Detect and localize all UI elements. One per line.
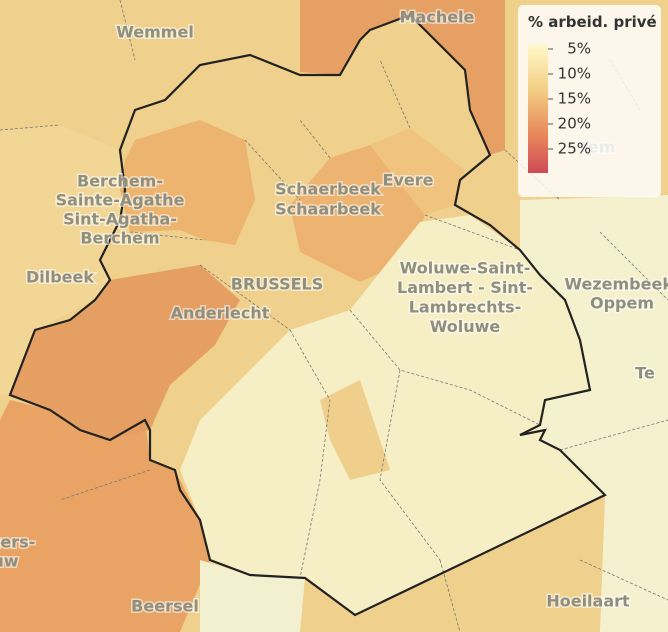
place-label: Dilbeek <box>26 268 94 287</box>
region <box>290 145 425 282</box>
place-label: Sainte-Agathe <box>56 191 185 210</box>
place-label: Wezembeek- <box>564 275 668 294</box>
place-label: Woluwe <box>430 317 501 336</box>
legend: % arbeid. privé 5% 10% 15% 20% 25% <box>518 5 661 197</box>
place-label: Lambert - Sint- <box>397 278 533 297</box>
legend-label: 15% <box>558 90 591 108</box>
legend-box <box>518 5 661 197</box>
region <box>300 0 505 155</box>
region <box>120 120 255 245</box>
place-label: Schaerbeek <box>275 180 381 199</box>
place-label: Anderlecht <box>171 304 270 323</box>
place-label: Evere <box>383 171 434 190</box>
legend-label: 25% <box>558 140 591 158</box>
place-label: Sint-Agatha- <box>63 210 177 229</box>
place-label: Pieters- <box>0 533 35 552</box>
region <box>0 400 210 632</box>
place-label: Oppem <box>590 294 654 313</box>
region <box>10 265 240 440</box>
place-label: Te <box>635 364 655 383</box>
place-label: Hoeilaart <box>546 592 630 611</box>
legend-label: 5% <box>567 40 591 58</box>
place-label: Beersel <box>131 597 199 616</box>
region <box>200 560 305 632</box>
place-label: Schaarbeek <box>275 200 381 219</box>
region <box>0 125 125 395</box>
place-label: Woluwe-Saint- <box>400 259 531 278</box>
place-label: euw <box>0 552 19 571</box>
place-label: Berchem- <box>77 172 163 191</box>
place-label: Machele <box>400 8 475 27</box>
legend-title: % arbeid. privé <box>528 13 657 31</box>
region <box>520 195 668 632</box>
place-label: Berchem <box>80 229 159 248</box>
region <box>320 380 390 480</box>
place-labels: Wemmel Machele Berchem-Sainte-AgatheSint-A… <box>0 6 668 617</box>
region <box>180 215 605 615</box>
legend-colorbar <box>528 45 548 173</box>
region <box>370 128 465 215</box>
legend-label: 10% <box>558 65 591 83</box>
legend-label: 20% <box>558 115 591 133</box>
region-border <box>8 13 607 617</box>
place-label: Wemmel <box>116 23 194 42</box>
place-label: Lambrechts- <box>409 298 522 317</box>
place-label: BRUSSELS <box>231 275 323 294</box>
